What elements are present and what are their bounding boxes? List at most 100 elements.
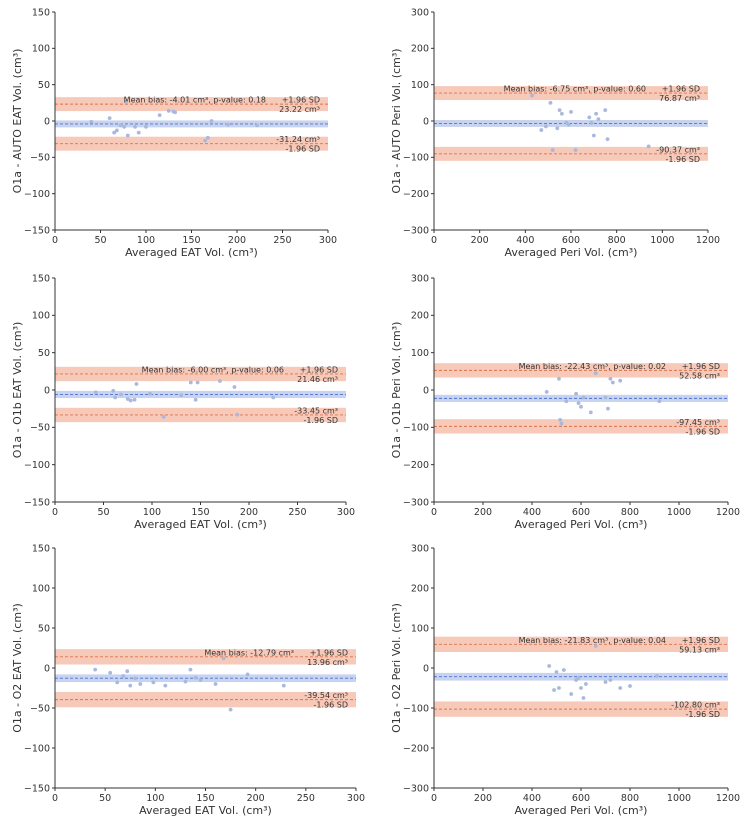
x-tick-label: 200: [474, 507, 492, 518]
data-point: [125, 669, 130, 674]
upper-sd-label: +1.96 SD: [310, 648, 348, 657]
x-tick-label: 800: [621, 793, 639, 804]
data-point: [193, 397, 198, 402]
y-tick-label: −150: [24, 783, 50, 794]
y-tick-label: −200: [403, 743, 429, 754]
data-point: [209, 119, 214, 123]
y-tick-label: 0: [44, 385, 50, 396]
lower-value-label: -90.37 cm³: [656, 145, 700, 154]
mean-bias-label: Mean bias: -22.43 cm³, p-value: 0.02: [519, 362, 666, 371]
x-tick-label: 800: [608, 235, 626, 246]
data-point: [114, 128, 119, 133]
x-axis-label: Averaged Peri Vol. (cm³): [515, 518, 648, 531]
data-point: [584, 682, 588, 686]
data-point: [543, 124, 548, 129]
data-point: [128, 683, 133, 688]
data-point: [547, 664, 552, 668]
upper-sd-label: +1.96 SD: [682, 362, 720, 371]
data-point: [163, 683, 168, 688]
x-tick-label: 250: [297, 793, 315, 804]
x-tick-label: 1000: [667, 507, 691, 518]
y-tick-label: −100: [403, 703, 429, 714]
upper-value-label: 52.58 cm³: [679, 371, 720, 380]
x-tick-label: 200: [247, 793, 265, 804]
data-point: [581, 696, 586, 700]
data-point: [235, 412, 240, 417]
data-point: [148, 391, 152, 396]
x-tick-label: 200: [240, 507, 258, 518]
mean-bias-label: Mean bias: -4.01 cm³, p-value: 0.18: [124, 96, 266, 105]
x-tick-label: 0: [431, 793, 437, 804]
data-point: [108, 670, 113, 675]
y-tick-label: 150: [32, 7, 50, 18]
x-axis-label: Averaged Peri Vol. (cm³): [515, 804, 648, 817]
data-point: [161, 414, 166, 419]
x-tick-label: 400: [523, 507, 541, 518]
data-point: [183, 679, 188, 684]
lower-value-label: -31.24 cm³: [276, 135, 320, 144]
data-point: [564, 399, 569, 404]
data-point: [566, 122, 571, 127]
x-tick-label: 600: [572, 507, 590, 518]
data-point: [579, 404, 583, 409]
x-tick-label: 0: [52, 507, 58, 518]
data-point: [603, 108, 608, 112]
mean-bias-label: Mean bias: -12.79 cm³: [204, 648, 294, 657]
y-tick-label: −200: [403, 460, 429, 471]
data-point: [618, 378, 623, 383]
y-tick-label: 0: [423, 385, 429, 396]
data-point: [544, 389, 549, 394]
data-point: [115, 680, 120, 685]
data-point: [151, 680, 156, 685]
y-tick-label: 200: [411, 583, 429, 594]
y-tick-label: 100: [411, 623, 429, 634]
data-point: [166, 108, 171, 113]
data-point: [134, 382, 139, 386]
data-point: [203, 138, 208, 143]
data-point: [593, 371, 598, 376]
x-tick-label: 0: [52, 793, 58, 804]
y-axis-label: O1a - O2 EAT Vol. (cm³): [11, 603, 24, 733]
y-tick-label: 0: [44, 663, 50, 674]
data-point: [138, 682, 143, 686]
data-point: [133, 676, 138, 681]
data-point: [557, 686, 561, 690]
upper-value-label: 76.87 cm³: [659, 94, 700, 103]
x-tick-label: 0: [52, 235, 58, 246]
y-axis-label: O1a - AUTO EAT Vol. (cm³): [11, 49, 24, 194]
y-tick-label: 200: [411, 44, 429, 55]
x-tick-label: 200: [228, 235, 246, 246]
y-axis-label: O1a - AUTO Peri Vol. (cm³): [390, 48, 403, 193]
data-point: [93, 667, 98, 672]
x-tick-label: 1200: [716, 793, 740, 804]
data-point: [124, 99, 128, 104]
data-point: [132, 397, 137, 402]
data-point: [569, 110, 573, 114]
data-point: [89, 119, 94, 124]
data-point: [576, 401, 581, 405]
plot-p6: 0 200 400 600 800 1000 12003002001000−100−200−…: [390, 543, 740, 817]
x-tick-label: 100: [143, 507, 161, 518]
data-point: [552, 688, 556, 692]
data-point: [221, 656, 226, 661]
upper-value-label: 21.46 cm³: [297, 375, 338, 384]
data-point: [591, 133, 596, 138]
y-tick-label: 300: [411, 543, 429, 554]
upper-sd-label: +1.96 SD: [300, 365, 338, 374]
mean-bias-label: Mean bias: -21.83 cm³, p-value: 0.04: [519, 636, 666, 645]
y-tick-label: 200: [411, 311, 429, 322]
lower-sd-label: -1.96 SD: [286, 145, 320, 154]
x-tick-label: 250: [273, 235, 291, 246]
data-point: [125, 133, 130, 138]
x-tick-label: 600: [562, 235, 580, 246]
x-axis-label: Averaged EAT Vol. (cm³): [139, 804, 272, 817]
x-tick-label: 800: [621, 507, 639, 518]
data-point: [144, 124, 148, 129]
y-tick-label: 100: [411, 348, 429, 359]
data-point: [121, 674, 126, 678]
data-point: [579, 686, 583, 690]
data-point: [576, 676, 581, 680]
x-tick-label: 150: [182, 235, 200, 246]
data-point: [646, 144, 651, 149]
data-point: [605, 137, 610, 142]
